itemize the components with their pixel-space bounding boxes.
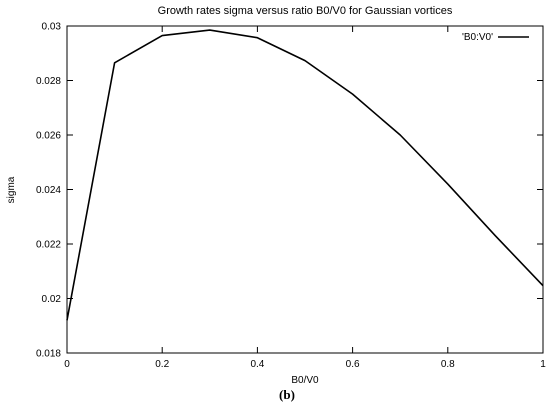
y-tick-label: 0.03 xyxy=(42,22,62,33)
y-tick-label: 0.024 xyxy=(36,185,61,196)
y-tick-label: 0.022 xyxy=(36,240,61,251)
figure-caption: (b) xyxy=(279,387,295,402)
chart-title: Growth rates sigma versus ratio B0/V0 fo… xyxy=(158,5,453,17)
x-tick-label: 0 xyxy=(64,359,70,370)
series-line xyxy=(66,29,544,321)
x-axis-label: B0/V0 xyxy=(291,375,319,386)
x-tick-label: 0.8 xyxy=(441,359,455,370)
x-tick-label: 0.4 xyxy=(250,359,264,370)
y-tick-labels: 0.018 0.02 0.022 0.024 0.026 0.028 0.03 xyxy=(36,22,61,360)
x-tick-label: 0.2 xyxy=(155,359,169,370)
y-tick-label: 0.02 xyxy=(42,294,62,305)
axis-ticks xyxy=(66,25,544,354)
plot-frame xyxy=(66,25,544,354)
y-axis-label: sigma xyxy=(6,176,17,203)
legend: 'B0:V0' xyxy=(462,32,529,43)
x-tick-label: 0.6 xyxy=(346,359,360,370)
legend-label: 'B0:V0' xyxy=(462,32,493,43)
series-layer xyxy=(66,29,544,321)
x-tick-label: 1 xyxy=(540,359,546,370)
y-tick-label: 0.018 xyxy=(36,349,61,360)
y-tick-label: 0.026 xyxy=(36,131,61,142)
x-tick-labels: 0 0.2 0.4 0.6 0.8 1 xyxy=(64,359,546,370)
y-tick-label: 0.028 xyxy=(36,76,61,87)
